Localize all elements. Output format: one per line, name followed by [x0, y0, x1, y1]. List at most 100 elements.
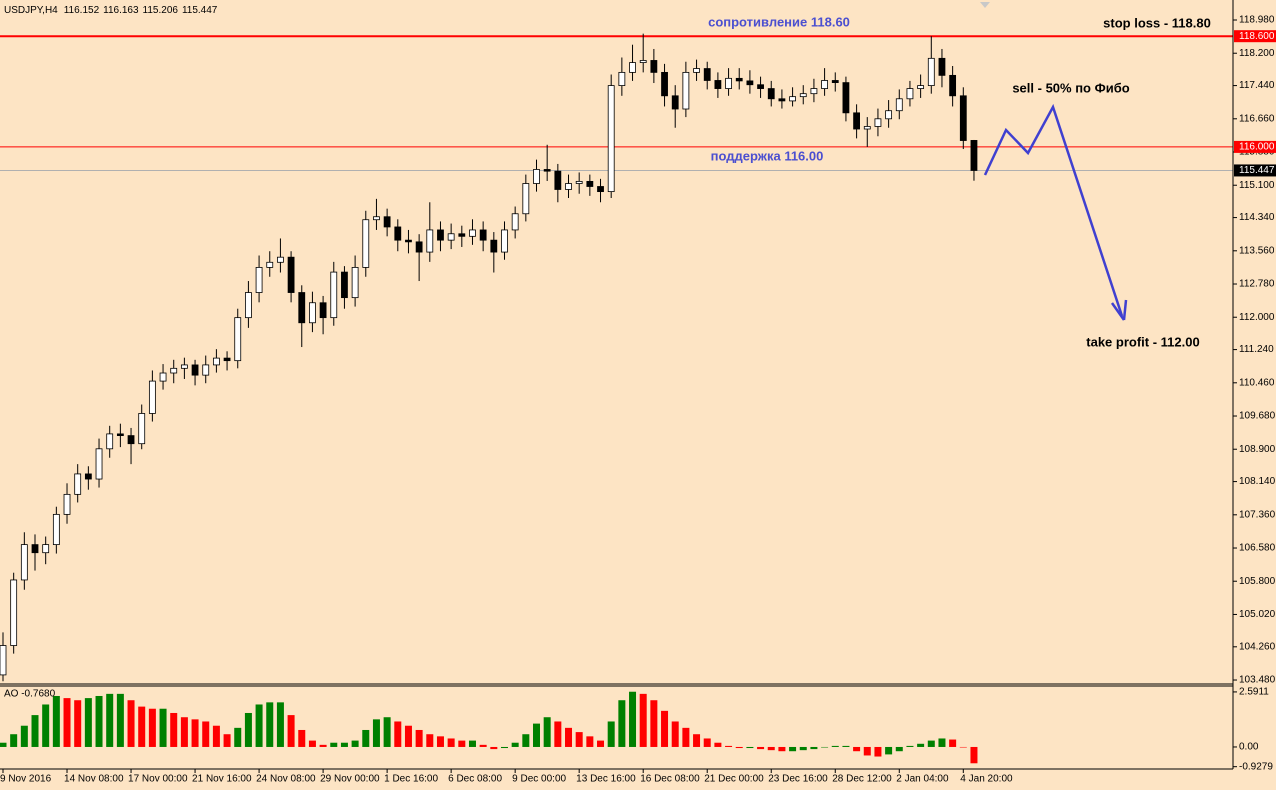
bar	[703, 738, 711, 747]
candle-body	[735, 77, 743, 82]
bar	[725, 745, 733, 747]
bar	[351, 740, 359, 747]
candle-body	[127, 435, 135, 445]
candle-body	[767, 88, 775, 100]
bar	[383, 717, 391, 747]
bar	[319, 744, 327, 747]
candle-body	[746, 80, 754, 86]
candle-body	[330, 271, 338, 319]
candle-body	[74, 473, 82, 495]
y-tick-label: 115.100	[1239, 180, 1275, 191]
candle-body	[287, 256, 295, 293]
candle-body	[426, 229, 434, 253]
bar	[618, 700, 626, 747]
current-price-box	[1234, 164, 1276, 177]
candle-body	[255, 267, 263, 293]
bar	[74, 700, 82, 747]
candle-body	[116, 433, 124, 437]
candle-body	[639, 60, 647, 63]
candle-body	[106, 433, 114, 450]
level-label: 118.600	[1239, 31, 1275, 42]
bar	[148, 708, 156, 747]
bar	[223, 734, 231, 747]
x-tick-label: 21 Dec 00:00	[704, 774, 764, 785]
candle-body	[522, 183, 530, 215]
candle-body	[714, 80, 722, 89]
level-label-box	[1234, 140, 1276, 153]
ohlc-low: 115.206	[143, 5, 179, 16]
y-tick-label: 113.560	[1239, 245, 1275, 256]
y-tick-label: 106.580	[1239, 543, 1276, 554]
candle-body	[415, 241, 423, 253]
candle-body	[554, 170, 562, 190]
candle-body	[373, 216, 380, 221]
bar	[959, 746, 967, 748]
level-label-box	[1234, 30, 1276, 43]
y-tick-label: 117.440	[1239, 80, 1275, 91]
candle-body	[266, 261, 274, 268]
candle-body	[629, 62, 636, 73]
bar	[84, 698, 92, 747]
candle-body	[661, 71, 668, 97]
candle-body	[277, 256, 284, 263]
candle-body	[20, 544, 28, 581]
candle-body	[863, 126, 871, 130]
bar	[42, 704, 50, 747]
bar	[394, 721, 402, 747]
x-tick-label: 28 Dec 12:00	[832, 774, 892, 785]
candle-body	[586, 180, 594, 187]
candle-body	[725, 77, 732, 89]
candle-body	[437, 229, 444, 241]
bar	[308, 740, 316, 747]
candle-body	[159, 372, 167, 382]
candle-body	[650, 60, 658, 73]
candle-body	[799, 93, 807, 98]
ohlc-open: 116.152	[64, 5, 100, 16]
bar	[340, 742, 348, 747]
x-tick-label: 23 Dec 16:00	[768, 774, 828, 785]
bar	[938, 738, 946, 747]
y-tick-label: 112.780	[1239, 279, 1275, 290]
candle-body	[490, 239, 498, 253]
y-tick-label: 108.900	[1239, 444, 1276, 455]
ohlc-high: 116.163	[103, 5, 139, 16]
x-tick-label: 2 Jan 04:00	[896, 774, 949, 785]
candle-body	[895, 98, 903, 112]
y-tick-label: 109.680	[1239, 411, 1276, 422]
y-tick-label: 116.660	[1239, 113, 1275, 124]
candle-body	[148, 380, 156, 414]
bar	[244, 712, 252, 747]
candle-body	[351, 267, 359, 299]
candle-body	[458, 233, 466, 237]
annotation: take profit - 112.00	[1086, 334, 1199, 349]
bar	[853, 746, 861, 752]
bar	[138, 706, 146, 747]
y-tick-label: 118.200	[1239, 48, 1275, 59]
y-tick-label: 114.340	[1239, 212, 1275, 223]
bar	[276, 702, 284, 747]
x-tick-label: 4 Jan 20:00	[960, 774, 1013, 785]
bar	[575, 732, 583, 747]
candle-body	[180, 364, 188, 369]
bar	[789, 746, 797, 752]
bar	[597, 740, 605, 747]
y-tick-label: 118.980	[1239, 15, 1275, 26]
y-tick-label: -0.9279	[1239, 761, 1273, 772]
y-tick-label: 104.260	[1239, 641, 1276, 652]
bar	[0, 742, 7, 747]
y-tick-label: 103.480	[1239, 675, 1276, 686]
bar	[500, 746, 508, 749]
x-tick-label: 16 Dec 08:00	[640, 774, 700, 785]
bar	[778, 746, 786, 752]
bar	[735, 746, 743, 749]
x-tick-label: 9 Dec 00:00	[512, 774, 566, 785]
candle-body	[703, 68, 711, 81]
candle-body	[212, 357, 220, 366]
candle-body	[959, 95, 967, 141]
bar	[693, 734, 701, 747]
bar	[629, 691, 637, 747]
bar	[20, 725, 28, 747]
candle-body	[405, 239, 412, 243]
x-tick-label: 21 Nov 16:00	[192, 774, 252, 785]
bar	[885, 746, 893, 755]
